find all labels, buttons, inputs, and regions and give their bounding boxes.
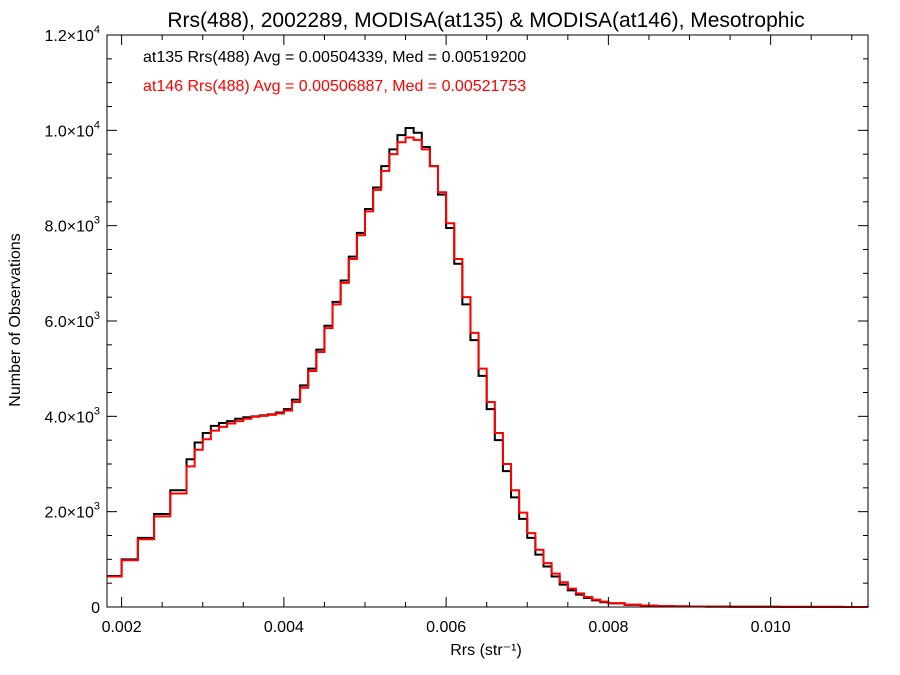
plot-frame: [106, 34, 869, 608]
x-axis-label: Rrs (str⁻¹): [450, 642, 522, 659]
x-tick-label: 0.004: [264, 619, 304, 636]
y-tick-label: 4.0×103: [44, 405, 100, 426]
y-tick-label: 1.2×104: [44, 24, 100, 45]
series-at146-line: [107, 136, 869, 608]
legend-entry-at135: at135 Rrs(488) Avg = 0.00504339, Med = 0…: [143, 49, 526, 66]
x-tick-label: 0.010: [751, 619, 791, 636]
legend-entry-at146: at146 Rrs(488) Avg = 0.00506887, Med = 0…: [143, 78, 526, 95]
y-tick-label: 8.0×103: [44, 215, 100, 236]
x-tick-label: 0.002: [102, 619, 142, 636]
axis-ticks: [107, 34, 868, 608]
x-tick-label: 0.008: [588, 619, 628, 636]
y-tick-label: 2.0×103: [44, 501, 100, 522]
y-tick-label: 6.0×103: [44, 310, 100, 331]
chart-title: Rrs(488), 2002289, MODISA(at135) & MODIS…: [167, 9, 804, 32]
y-axis-label: Number of Observations: [7, 233, 24, 406]
y-tick-label: 1.0×104: [44, 119, 100, 140]
tick-labels: 0.002 0.004 0.006 0.008 0.010 0 2.0×103 4.0×103…: [44, 24, 790, 636]
series-at135-line: [107, 126, 869, 608]
x-tick-label: 0.006: [426, 619, 466, 636]
y-tick-label: 0: [91, 600, 100, 617]
legend: at135 Rrs(488) Avg = 0.00504339, Med = 0…: [143, 49, 526, 95]
plot-lines: [107, 126, 869, 608]
